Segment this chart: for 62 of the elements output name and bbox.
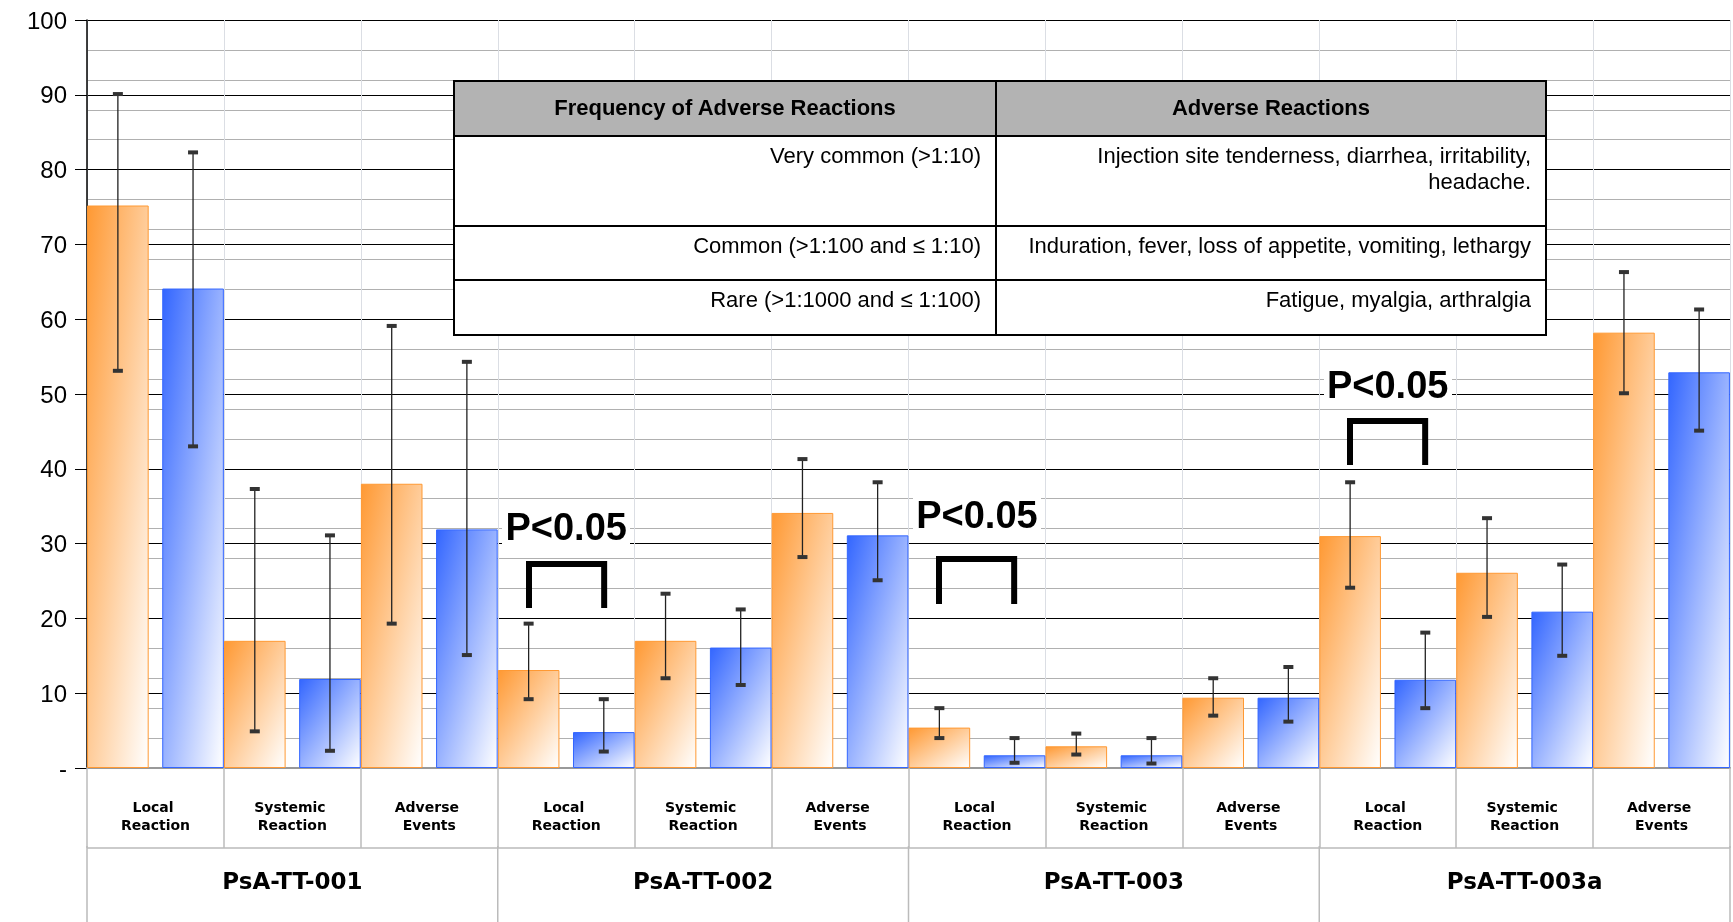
bar [1531, 611, 1594, 768]
bar [1120, 755, 1183, 768]
annotation: Injection site tenderness, diarrhea, irritability, headache. [1096, 142, 1531, 195]
annotation: Fatigue, myalgia, arthralgia [1264, 287, 1531, 314]
annotation: P<0.05 [912, 493, 1041, 537]
y-tick-label: 100 [26, 6, 67, 34]
y-tick-label: 70 [40, 230, 67, 258]
x-tick-label: Local Reaction [120, 799, 191, 833]
x-tick-label: Systemic Reaction [254, 799, 331, 833]
text: PsA-TT-001 [221, 868, 364, 894]
y-tick-label: 60 [40, 305, 67, 333]
x-tick-label: Local Reaction [531, 799, 601, 833]
bar [223, 640, 286, 768]
y-tick-label: 50 [40, 380, 67, 408]
bar [1257, 697, 1320, 768]
bar [983, 755, 1046, 768]
bar [1668, 372, 1730, 768]
bar [1319, 536, 1381, 768]
y-tick-label: 30 [40, 530, 67, 558]
x-tick-label: Systemic Reaction [1075, 799, 1153, 833]
annotation: Very common (>1:10) [454, 135, 996, 226]
bar [1045, 746, 1108, 768]
x-tick-label: Adverse Events [394, 799, 464, 833]
annotation: Rare (>1:1000 and ≤ 1:100) [454, 280, 996, 335]
bar [634, 640, 697, 768]
bar [1182, 697, 1245, 768]
y-tick-label: 40 [40, 455, 67, 483]
text: PsA-TT-003a [1445, 868, 1604, 894]
text: PsA-TT-002 [632, 868, 775, 894]
bar [1394, 679, 1457, 768]
bar [360, 483, 423, 768]
y-tick-label: 20 [40, 604, 67, 632]
y-tick-label: 80 [40, 156, 67, 184]
x-tick-label: Systemic Reaction [1486, 799, 1563, 833]
y-tick-label: - [59, 754, 67, 782]
annotation: P<0.05 [1323, 363, 1452, 407]
x-tick-label: Local Reaction [1353, 799, 1423, 833]
bar [1593, 332, 1655, 768]
bar [846, 535, 909, 768]
bar [299, 678, 361, 768]
bar [436, 529, 498, 768]
bar [497, 670, 560, 768]
bar [162, 288, 224, 768]
annotation: P<0.05 [502, 505, 631, 549]
annotation: Adverse Reactions [996, 81, 1546, 136]
annotation: Induration, fever, loss of appetite, vomiting, lethargy [1027, 232, 1531, 259]
annotation: Common (>1:100 and ≤ 1:10) [454, 225, 996, 281]
bar [908, 727, 971, 768]
bar [709, 647, 772, 768]
x-tick-label: Local Reaction [942, 799, 1012, 833]
x-tick-label: Adverse Events [1626, 799, 1697, 833]
x-tick-label: Adverse Events [805, 799, 875, 833]
text: PsA-TT-003 [1042, 868, 1185, 894]
x-tick-label: Systemic Reaction [664, 799, 742, 833]
annotation: Frequency of Adverse Reactions [454, 81, 996, 136]
y-tick-label: 90 [40, 81, 67, 109]
x-tick-label: Adverse Events [1216, 799, 1286, 833]
bar [1456, 572, 1518, 768]
bar [572, 732, 635, 768]
bar [87, 205, 149, 768]
bar [771, 512, 834, 768]
y-tick-label: 10 [40, 679, 67, 707]
